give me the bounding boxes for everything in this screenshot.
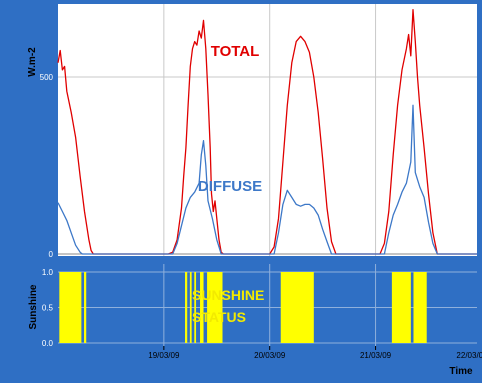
diffuse-annotation: DIFFUSE (198, 178, 262, 195)
sunshine-bar (189, 272, 192, 343)
x-axis-label: Time (449, 366, 473, 377)
sunshine-annotation-line2: STATUS (192, 309, 246, 325)
sunshine-bar (59, 272, 82, 343)
sunshine-annotation-line1: SUNSHINE (192, 287, 264, 303)
irradiance-y-tick-label: 0 (49, 250, 54, 259)
sunshine-bar (391, 272, 411, 343)
irradiance-y-ticks: 0 500 (40, 73, 54, 259)
irradiance-y-axis-label: W.m-2 (27, 47, 38, 77)
series-line-diffuse (57, 104, 477, 255)
sunshine-y-axis-label: Sunshine (28, 284, 39, 329)
sunshine-y-tick-label: 0.0 (42, 339, 54, 348)
sunshine-bar (280, 272, 314, 343)
x-tick-label: 22/03/09 (456, 351, 482, 360)
irradiance-y-tick-label: 500 (40, 73, 54, 82)
sunshine-bar (413, 272, 427, 343)
total-annotation: TOTAL (211, 43, 260, 60)
sunshine-y-tick-label: 0.5 (42, 304, 54, 313)
x-tick-label: 19/03/09 (148, 351, 180, 360)
sunshine-bar (84, 272, 87, 343)
sunshine-y-ticks: 0.0 0.5 1.0 (42, 268, 54, 348)
sunshine-bar (207, 272, 223, 343)
sunshine-bar (194, 272, 197, 343)
sunshine-bar (200, 272, 204, 343)
x-tick-label: 21/03/09 (360, 351, 392, 360)
sunshine-y-tick-label: 1.0 (42, 268, 54, 277)
x-tick-label: 20/03/09 (254, 351, 286, 360)
x-axis-ticks: 19/03/09 20/03/09 21/03/09 22/03/09 (148, 346, 482, 360)
sunshine-bar (185, 272, 188, 343)
sunshine-bars (59, 272, 427, 343)
irradiance-series (57, 9, 477, 255)
